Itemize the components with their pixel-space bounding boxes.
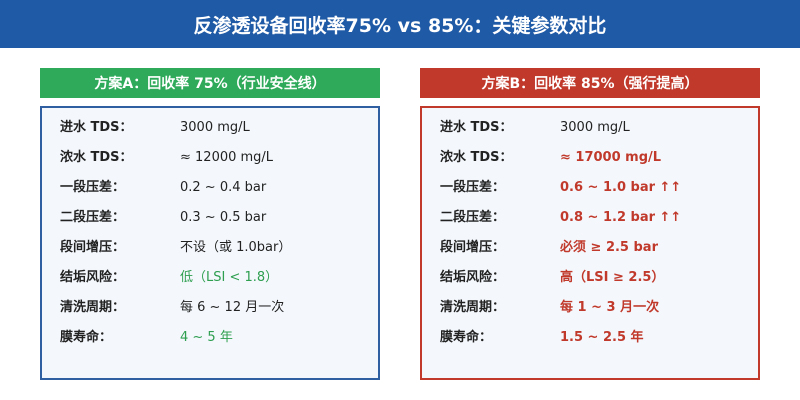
row-label: 段间增压：: [60, 240, 126, 255]
row-value: 3000 mg/L: [180, 120, 250, 135]
row-label: 清洗周期：: [60, 300, 126, 315]
row-value: 1.5 ~ 2.5 年: [560, 330, 644, 345]
row-value: ≈ 17000 mg/L: [560, 150, 662, 165]
row-value: 0.3 ~ 0.5 bar: [180, 210, 267, 225]
row-label: 浓水 TDS：: [440, 150, 513, 165]
row-label: 浓水 TDS：: [60, 150, 133, 165]
row-label: 结垢风险：: [440, 270, 506, 285]
row-label: 一段压差：: [440, 180, 506, 195]
row-value: 不设（或 1.0bar）: [180, 240, 292, 255]
row-label: 进水 TDS：: [60, 120, 133, 135]
row-label: 膜寿命：: [60, 330, 113, 345]
row-label: 二段压差：: [60, 210, 126, 225]
row-value: ≈ 12000 mg/L: [180, 150, 274, 165]
row-value: 必须 ≥ 2.5 bar: [560, 240, 658, 255]
row-value: 0.8 ~ 1.2 bar ↑↑: [560, 210, 682, 225]
row-label: 进水 TDS：: [440, 120, 513, 135]
panel-box: [420, 106, 760, 380]
row-value: 4 ~ 5 年: [180, 330, 233, 345]
row-value: 3000 mg/L: [560, 120, 630, 135]
row-label: 段间增压：: [440, 240, 506, 255]
row-value: 0.2 ~ 0.4 bar: [180, 180, 267, 195]
panel-box: [40, 106, 380, 380]
row-label: 结垢风险：: [60, 270, 126, 285]
row-label: 二段压差：: [440, 210, 506, 225]
row-label: 一段压差：: [60, 180, 126, 195]
title-bar: 反渗透设备回收率75% vs 85%：关键参数对比: [0, 0, 800, 48]
row-label: 膜寿命：: [440, 330, 493, 345]
row-value: 每 1 ~ 3 月一次: [560, 300, 660, 315]
row-value: 高（LSI ≥ 2.5）: [560, 270, 665, 285]
row-label: 清洗周期：: [440, 300, 506, 315]
panel-heading: 方案A：回收率 75%（行业安全线）: [40, 68, 380, 98]
row-value: 低（LSI < 1.8）: [180, 270, 279, 285]
row-value: 每 6 ~ 12 月一次: [180, 300, 285, 315]
row-value: 0.6 ~ 1.0 bar ↑↑: [560, 180, 682, 195]
panel-heading: 方案B：回收率 85%（强行提高）: [420, 68, 760, 98]
